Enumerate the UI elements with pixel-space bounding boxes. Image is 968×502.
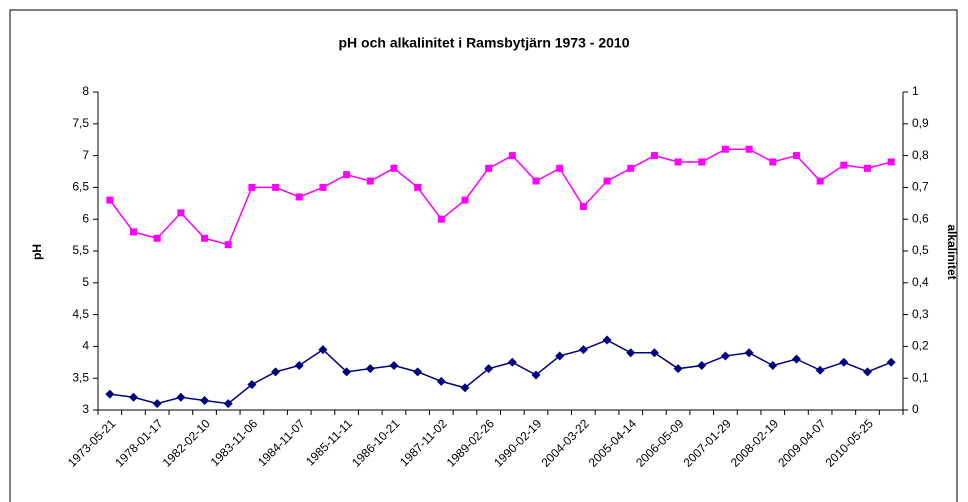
marker bbox=[791, 354, 801, 364]
marker bbox=[129, 392, 139, 402]
marker bbox=[390, 164, 398, 172]
y-tick-label: 3,5 bbox=[72, 370, 89, 384]
marker bbox=[840, 161, 848, 169]
marker bbox=[556, 164, 564, 172]
marker bbox=[436, 376, 446, 386]
marker bbox=[413, 367, 423, 377]
marker bbox=[319, 183, 327, 191]
marker bbox=[201, 234, 209, 242]
marker bbox=[271, 367, 281, 377]
marker bbox=[887, 158, 895, 166]
marker bbox=[886, 357, 896, 367]
marker bbox=[555, 351, 565, 361]
marker bbox=[507, 357, 517, 367]
marker bbox=[152, 399, 162, 409]
marker bbox=[389, 360, 399, 370]
marker bbox=[153, 234, 161, 242]
y-tick-label: 4,5 bbox=[72, 307, 89, 321]
marker bbox=[603, 177, 611, 185]
marker bbox=[343, 171, 351, 179]
marker bbox=[294, 360, 304, 370]
marker bbox=[247, 380, 257, 390]
y-axis-title: pH bbox=[30, 244, 44, 260]
marker bbox=[508, 152, 516, 160]
y-tick-label: 6,5 bbox=[72, 180, 89, 194]
series-line bbox=[109, 148, 892, 246]
marker bbox=[674, 158, 682, 166]
marker bbox=[863, 164, 871, 172]
y2-tick-label: 0,9 bbox=[912, 116, 929, 130]
series-line bbox=[109, 339, 892, 405]
marker bbox=[130, 228, 138, 236]
y2-tick-label: 0,5 bbox=[912, 243, 929, 257]
marker bbox=[176, 392, 186, 402]
y-tick-label: 8 bbox=[82, 84, 89, 98]
y-tick-label: 7 bbox=[82, 148, 89, 162]
marker bbox=[768, 360, 778, 370]
y-tick-label: 3 bbox=[82, 402, 89, 416]
y2-tick-label: 0,1 bbox=[912, 370, 929, 384]
marker bbox=[697, 360, 707, 370]
marker bbox=[721, 145, 729, 153]
y2-tick-label: 0,2 bbox=[912, 339, 929, 353]
y2-tick-label: 0 bbox=[912, 402, 919, 416]
marker bbox=[484, 364, 494, 374]
marker bbox=[342, 367, 352, 377]
y2-tick-label: 0,7 bbox=[912, 180, 929, 194]
marker bbox=[792, 152, 800, 160]
marker bbox=[627, 164, 635, 172]
marker bbox=[839, 357, 849, 367]
y-tick-label: 5 bbox=[82, 275, 89, 289]
marker bbox=[106, 196, 114, 204]
marker bbox=[626, 348, 636, 358]
marker bbox=[224, 241, 232, 249]
marker bbox=[272, 183, 280, 191]
chart-title: pH och alkalinitet i Ramsbytjärn 1973 - … bbox=[338, 35, 629, 51]
y2-tick-label: 1 bbox=[912, 84, 919, 98]
marker bbox=[437, 215, 445, 223]
y2-tick-label: 0,8 bbox=[912, 148, 929, 162]
marker bbox=[720, 351, 730, 361]
marker bbox=[532, 177, 540, 185]
marker bbox=[414, 183, 422, 191]
y2-axis-title: alkalinitet bbox=[945, 224, 959, 279]
marker bbox=[461, 196, 469, 204]
marker bbox=[816, 177, 824, 185]
marker bbox=[673, 364, 683, 374]
y2-tick-label: 0,4 bbox=[912, 275, 929, 289]
marker bbox=[769, 158, 777, 166]
marker bbox=[745, 145, 753, 153]
y-tick-label: 5,5 bbox=[72, 243, 89, 257]
marker bbox=[248, 183, 256, 191]
marker bbox=[223, 399, 233, 409]
y2-tick-label: 0,6 bbox=[912, 211, 929, 225]
marker bbox=[366, 177, 374, 185]
marker bbox=[531, 370, 541, 380]
marker bbox=[200, 395, 210, 405]
marker bbox=[698, 158, 706, 166]
marker bbox=[815, 365, 825, 375]
chart-border bbox=[9, 9, 958, 502]
marker bbox=[578, 345, 588, 355]
marker bbox=[744, 348, 754, 358]
y-tick-label: 4 bbox=[82, 339, 89, 353]
marker bbox=[862, 367, 872, 377]
y2-tick-label: 0,3 bbox=[912, 307, 929, 321]
marker bbox=[650, 152, 658, 160]
marker bbox=[485, 164, 493, 172]
marker bbox=[579, 202, 587, 210]
y-tick-label: 6 bbox=[82, 211, 89, 225]
marker bbox=[295, 193, 303, 201]
marker bbox=[318, 345, 328, 355]
marker bbox=[365, 364, 375, 374]
y-tick-label: 7,5 bbox=[72, 116, 89, 130]
marker bbox=[105, 389, 115, 399]
marker bbox=[177, 209, 185, 217]
marker bbox=[602, 335, 612, 345]
marker bbox=[460, 383, 470, 393]
marker bbox=[649, 348, 659, 358]
